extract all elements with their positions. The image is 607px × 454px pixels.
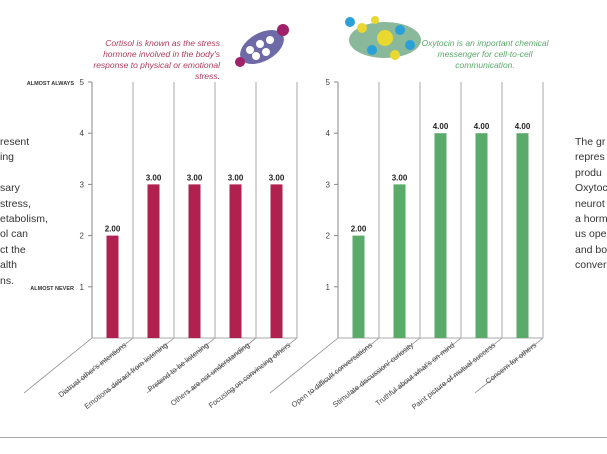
bar bbox=[270, 184, 283, 338]
left-text-line: etabolism, bbox=[0, 213, 48, 226]
category-label: Emotions detract from listening bbox=[83, 340, 170, 410]
label-guide-line bbox=[474, 337, 544, 394]
label-guide-line bbox=[310, 337, 380, 394]
category-label: Truthful about what's on mind bbox=[374, 340, 457, 407]
y-tick-label: 3 bbox=[80, 180, 85, 189]
category-label: Paint picture of mutual success bbox=[410, 340, 498, 411]
y-tick-label: 4 bbox=[80, 129, 85, 138]
bar bbox=[434, 133, 447, 338]
right-text-line: repres bbox=[575, 151, 605, 164]
left-body-text: resent ing sary stress, etabolism, ol can ct … bbox=[0, 135, 48, 289]
right-text-line: The gr bbox=[575, 136, 606, 148]
label-guide-line bbox=[351, 337, 421, 394]
category-label: Open to difficult conversations bbox=[290, 340, 375, 409]
y-tick-label: 4 bbox=[326, 129, 331, 138]
bar bbox=[352, 235, 365, 338]
right-text-line: us ope bbox=[575, 228, 607, 241]
bar bbox=[393, 184, 406, 338]
y-tick-label: 5 bbox=[326, 78, 331, 87]
left-text-line: stress, bbox=[0, 197, 31, 210]
left-text-line: ing bbox=[0, 151, 15, 164]
bar bbox=[229, 184, 242, 338]
right-text-line: and bo bbox=[575, 243, 607, 256]
data-label: 3.00 bbox=[228, 173, 244, 182]
left-text-line: resent bbox=[0, 136, 30, 148]
cortisol-molecule-icon bbox=[235, 24, 289, 67]
left-text-line: sary bbox=[0, 182, 20, 195]
data-label: 4.00 bbox=[515, 122, 531, 131]
left-text-line: ol can bbox=[0, 228, 29, 241]
bottom-divider bbox=[0, 437, 607, 438]
label-guide-line bbox=[64, 337, 134, 394]
data-label: 4.00 bbox=[474, 122, 490, 131]
category-label: Stimulate discussion/ curiosity bbox=[331, 340, 416, 409]
category-label: Focusing on convincing others bbox=[207, 340, 293, 410]
data-label: 3.00 bbox=[187, 173, 203, 182]
label-guide-line bbox=[269, 337, 339, 394]
bar bbox=[516, 133, 529, 338]
data-label: 3.00 bbox=[146, 173, 162, 182]
data-label: 4.00 bbox=[433, 122, 449, 131]
label-guide-line bbox=[146, 337, 216, 394]
label-guide-line bbox=[23, 337, 93, 394]
category-label: Others are not understanding bbox=[169, 340, 251, 407]
y-tick-label: 3 bbox=[326, 180, 331, 189]
y-label-high: ALMOST ALWAYS bbox=[27, 81, 75, 87]
label-guide-line bbox=[228, 337, 298, 394]
bar bbox=[106, 235, 119, 338]
data-label: 2.00 bbox=[105, 225, 121, 234]
right-text-line: Oxytoc bbox=[575, 182, 607, 195]
data-label: 3.00 bbox=[269, 173, 285, 182]
bar bbox=[475, 133, 488, 338]
y-tick-label: 2 bbox=[326, 232, 331, 241]
bar bbox=[188, 184, 201, 338]
right-text-line: a horm bbox=[575, 213, 607, 226]
oxytocin-caption: Oxytocin is an important chemical messen… bbox=[421, 38, 549, 70]
y-label-low: ALMOST NEVER bbox=[30, 286, 74, 292]
y-tick-label: 2 bbox=[80, 232, 85, 241]
label-guide-line bbox=[187, 337, 257, 394]
category-label: Distrust other's intentions bbox=[57, 340, 129, 399]
left-text-line: ct the bbox=[0, 243, 26, 256]
oxytocin-molecule-icon bbox=[345, 16, 421, 60]
right-text-line: neurot bbox=[575, 197, 605, 210]
data-label: 2.00 bbox=[351, 225, 367, 234]
left-text-line: alth bbox=[0, 259, 17, 272]
bar bbox=[147, 184, 160, 338]
label-guide-line bbox=[433, 337, 503, 394]
y-tick-label: 5 bbox=[80, 78, 85, 87]
right-text-line: conver bbox=[575, 259, 607, 272]
data-label: 3.00 bbox=[392, 173, 408, 182]
label-guide-line bbox=[392, 337, 462, 394]
right-body-text: The gr repres produ Oxytoc neurot a horm us op… bbox=[575, 135, 607, 274]
cortisol-caption: Cortisol is known as the stress hormone … bbox=[93, 38, 220, 81]
y-tick-label: 1 bbox=[80, 283, 85, 292]
left-text-line: ns. bbox=[0, 274, 15, 287]
y-tick-label: 1 bbox=[326, 283, 331, 292]
label-guide-line bbox=[105, 337, 175, 394]
right-text-line: produ bbox=[575, 166, 602, 179]
